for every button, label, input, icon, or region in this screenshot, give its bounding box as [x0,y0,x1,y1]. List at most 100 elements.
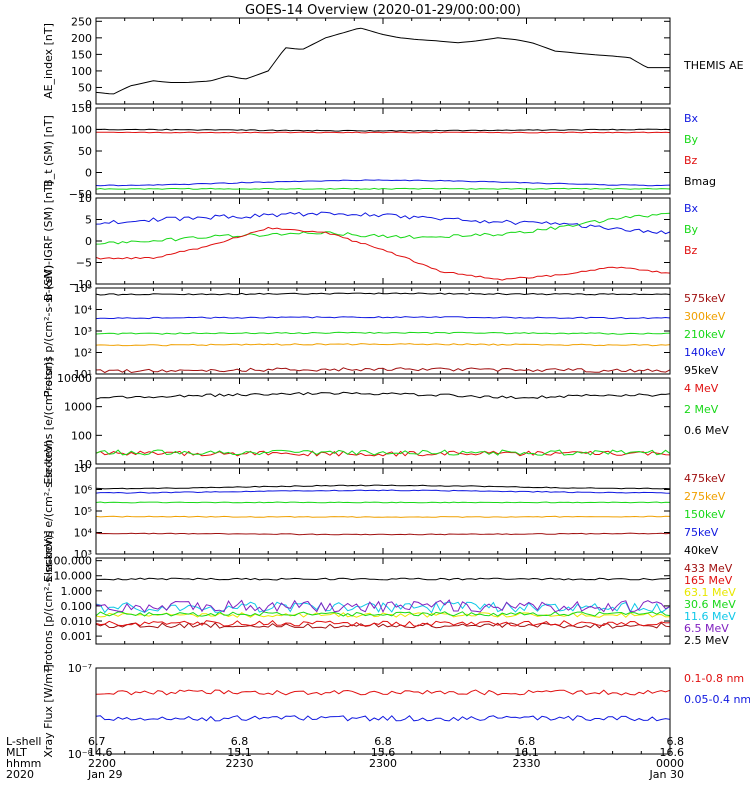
legend-item: Bx [684,112,699,125]
legend-item: 275keV [684,490,726,503]
series-line-475kev [95,532,671,536]
x-tick-label: 2300 [369,757,397,770]
x-tick-label: 15.1 [227,746,252,759]
y-tick-label: 10⁵ [74,282,92,295]
y-tick-label: 5 [85,214,92,227]
legend-item: 2.5 MeV [684,634,729,647]
y-tick-label: 150 [71,102,92,115]
legend-item: 0.05-0.4 nm [684,693,750,706]
legend-item: 30.6 MeV [684,598,736,611]
y-tick-label: 0 [85,235,92,248]
y-axis-label: Protons p/(cm²-s-sr-keV) [42,265,55,398]
y-axis-label: Electrons e/(cm²-s-sr-keV) [42,440,55,582]
x-tick-label: 6.8 [374,735,392,748]
panel-1: 0 50 100 150 200 250 AE_index [nT] THEMIS AE [42,15,744,111]
panel-8: 10⁻⁸ 10⁻⁷ Xray Flux [W/m²] 0.1-0.8 nm 0.05-0… [42,662,750,761]
x-row-label: MLT [6,746,27,759]
legend-item: 4 MeV [684,382,719,395]
x-tick-label: 6.8 [667,735,685,748]
legend-item: 75keV [684,526,719,539]
y-tick-label: 0.010 [61,615,93,628]
y-axis-label: Electrons [e/(cm²-s-sr)] [42,357,55,484]
series-line-2-mev [95,449,671,456]
panel-7: 0.001 0.010 0.100 1.000 10.000 100.000Protons… [42,530,736,671]
legend-item: 140keV [684,346,726,359]
legend-item: 11.6 MeV [684,610,736,623]
y-tick-label: 100 [71,429,92,442]
y-tick-label: 10⁵ [74,505,92,518]
y-tick-label: 50 [78,81,92,94]
x-tick-label: 15.6 [371,746,396,759]
series-line-300kev [95,343,671,347]
legend-item: 150keV [684,508,726,521]
legend-item: 433 MeV [684,562,733,575]
legend-item: 40keV [684,544,719,557]
panel-frame [95,107,671,195]
y-axis-label: B_t (SM) [nT] [42,115,55,187]
y-tick-label: 10⁴ [74,527,93,540]
x-tick-label: 6.7 [88,735,106,748]
y-tick-label: 10⁴ [74,304,93,317]
series-line-575kev [95,367,671,374]
x-tick-label: Jan 30 [649,768,684,781]
legend-item: 63.1 MeV [684,586,736,599]
y-tick-label: 10³ [74,548,92,561]
y-tick-label: 10.000 [54,570,93,583]
panel-frame [95,197,671,285]
series-line-6-5-mev [95,599,671,613]
legend-item: 575keV [684,292,726,305]
series-line-0-1-0-8-nm [95,689,671,696]
y-tick-label: 150 [71,48,92,61]
y-tick-label: 100 [71,124,92,137]
y-tick-label: 10³ [74,325,92,338]
y-tick-label: 10⁻⁸ [68,748,93,761]
series-line-275kev [95,515,671,518]
panel-2: −50 0 50 100 150 B_t (SM) [nT] Bx By Bz Bmag [42,102,716,201]
series-line-by [95,212,671,245]
legend-item: By [684,133,699,146]
series-line-433-mev [95,622,671,629]
y-tick-label: 0.001 [61,630,93,643]
y-tick-label: 10000 [57,372,92,385]
series-line-210kev [95,331,671,335]
y-axis-label: B (SM)-IGRF (SM) [nT] [42,181,55,301]
y-tick-label: 10⁻⁷ [68,662,92,675]
legend-item: 300keV [684,310,726,323]
panel-frame [95,17,671,105]
series-line-themis-ae [95,27,670,95]
panel-frame [95,557,671,645]
y-tick-label: 10¹ [74,368,92,381]
y-tick-label: 0 [85,98,92,111]
x-tick-label: 16.6 [660,746,685,759]
legend-item: 6.5 MeV [684,622,729,635]
y-tick-label: −5 [76,257,92,270]
series-line-63-1-mev [95,612,671,618]
legend-item: Bz [684,154,698,167]
y-tick-label: 10² [74,347,92,360]
y-axis-label: Protons [p/(cm²-s-sr-keV)] [42,530,55,671]
series-line-40kev [95,484,671,490]
y-tick-label: 200 [71,32,92,45]
panel-6: 10³ 10⁴ 10⁵ 10⁶ 10⁷ Electrons e/(cm²-s-sr-keV… [42,440,726,582]
y-tick-label: 10⁶ [74,484,93,497]
legend-item: Bmag [684,175,716,188]
y-axis-label: AE_index [nT] [42,23,55,99]
series-line-30-6-mev [95,610,671,617]
legend-item: 475keV [684,472,726,485]
x-tick-label: 2330 [513,757,541,770]
y-tick-label: −50 [69,188,92,201]
series-line-by [95,187,671,190]
y-tick-label: 100 [71,65,92,78]
y-axis-label: Xray Flux [W/m²] [42,664,55,757]
series-line-0-6-mev [95,391,671,400]
series-line-2-5-mev [96,577,671,581]
x-tick-label: 0000 [656,757,684,770]
panel-4: 10¹ 10² 10³ 10⁴ 10⁵ Protons p/(cm²-s-sr-keV) 5… [42,265,726,398]
y-tick-label: −10 [69,278,92,291]
legend-item: 165 MeV [684,574,733,587]
y-tick-label: 0.100 [61,600,93,613]
series-line-0-05-0-4-nm [95,715,671,722]
